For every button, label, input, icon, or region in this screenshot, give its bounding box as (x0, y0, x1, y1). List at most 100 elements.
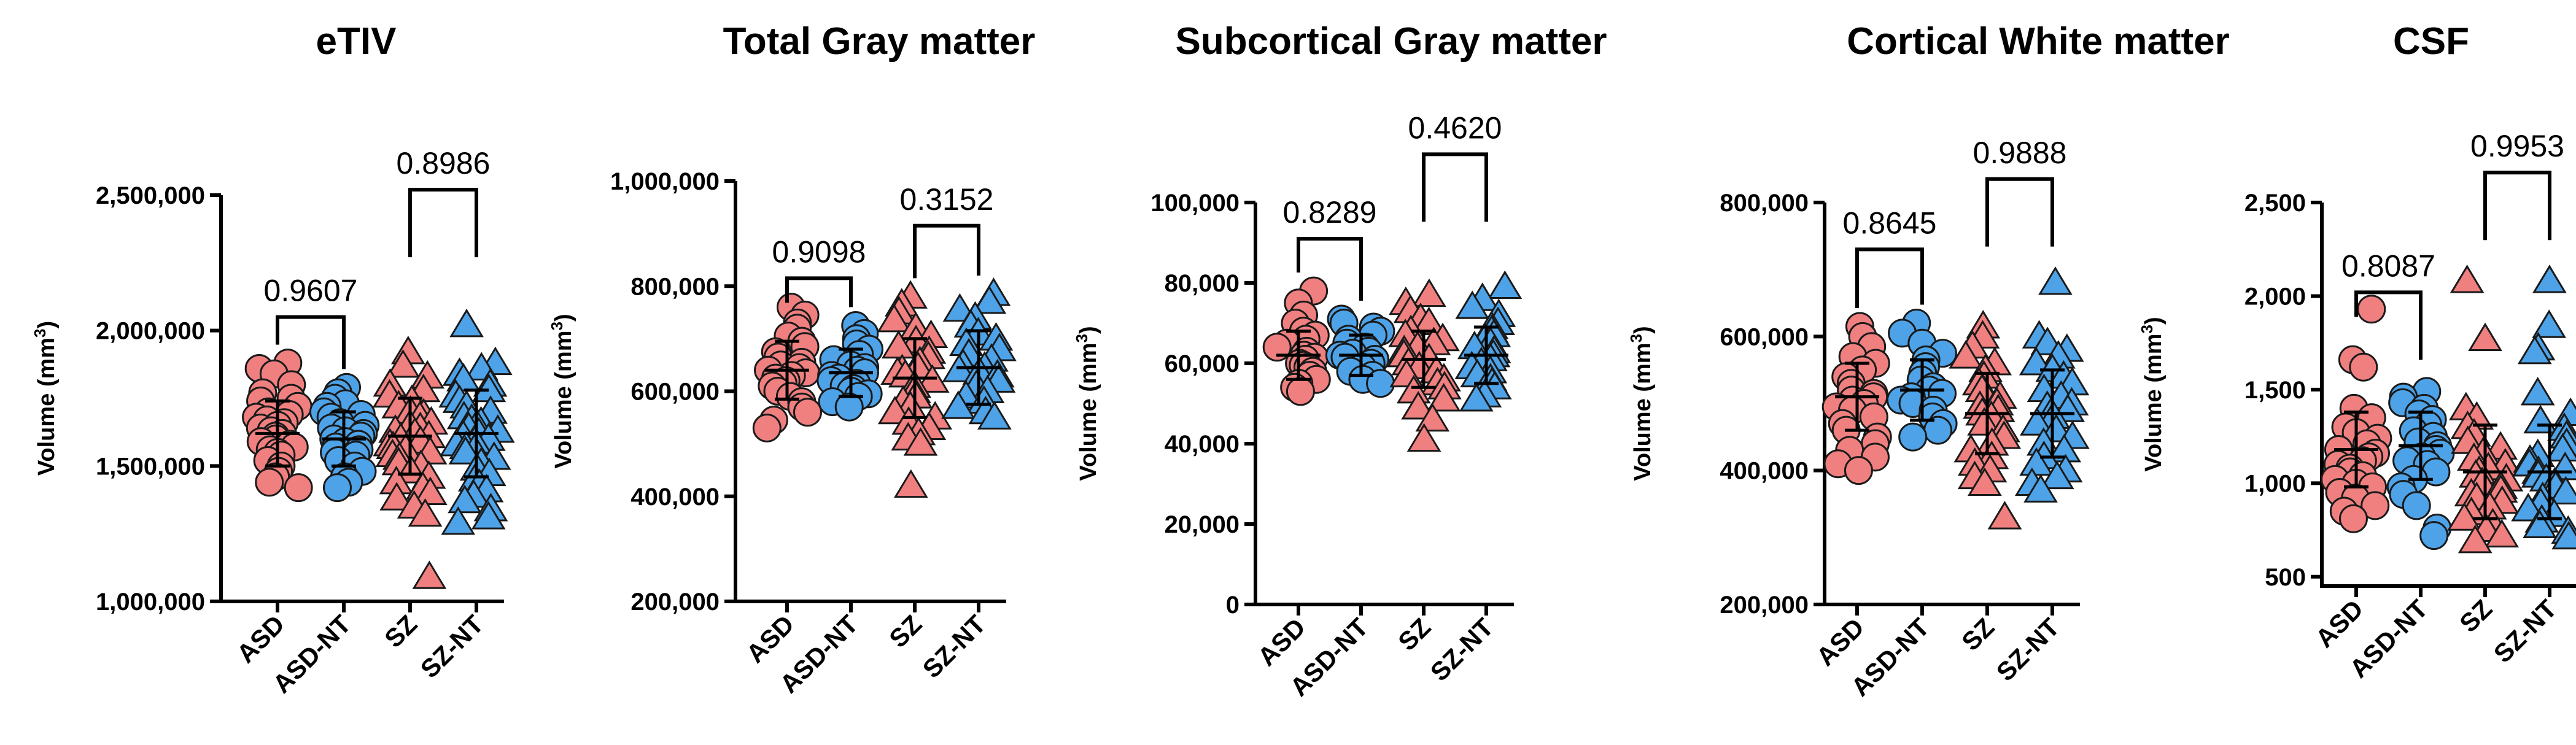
y-axis-label-text: Volume (mm (1076, 342, 1101, 481)
p-value-label: 0.9098 (772, 234, 866, 269)
data-point-asd-nt (2419, 521, 2449, 550)
y-axis-label-superscript: 3 (1627, 334, 1645, 342)
data-point-sz-nt (471, 501, 506, 530)
data-point-sz (1426, 383, 1461, 412)
data-point-sz (881, 330, 916, 359)
data-point-sz-nt (2532, 309, 2567, 338)
data-point-sz-nt (977, 401, 1012, 430)
y-tick-label: 2,500,000 (96, 182, 205, 209)
comparison-bracket (913, 223, 980, 279)
data-point-sz-nt (1459, 383, 1494, 412)
data-point-sz-nt (2532, 264, 2567, 293)
y-axis-label-text: Volume (mm (1630, 342, 1656, 481)
comparison-bracket (2483, 171, 2551, 241)
comparison-bracket (1985, 177, 2054, 247)
p-value-label: 0.8645 (1843, 206, 1937, 240)
data-point-sz-nt (449, 308, 484, 338)
data-point-asd (1844, 456, 1873, 485)
data-point-sz-nt (441, 506, 476, 535)
data-point-asd (255, 468, 284, 497)
data-point-sz-nt (2517, 335, 2552, 365)
data-point-sz (2450, 264, 2485, 293)
data-point-asd (2357, 295, 2386, 324)
data-point-asd (2349, 352, 2378, 382)
y-axis-label: Volume (mm3) (31, 321, 60, 476)
p-value-label: 0.8289 (1283, 195, 1377, 230)
y-tick-label: 500 (2265, 564, 2306, 591)
y-tick-label: 1,000,000 (96, 589, 205, 616)
panel-title: Subcortical Gray matter (1176, 20, 1607, 63)
data-point-sz (877, 303, 912, 333)
y-tick-label: 60,000 (1165, 350, 1240, 377)
data-point-sz (379, 482, 414, 511)
y-axis-label-close: ) (1076, 326, 1101, 334)
data-point-sz (413, 476, 448, 505)
data-point-sz-nt (2520, 377, 2555, 406)
data-point-sz (2447, 502, 2481, 531)
y-axis-label-superscript: 3 (1073, 334, 1091, 342)
data-point-sz-nt (1488, 270, 1523, 299)
y-axis-label-superscript: 3 (31, 328, 49, 337)
x-tick-label: SZ-NT (1425, 612, 1499, 687)
data-point-sz-nt (2551, 520, 2576, 550)
x-tick-label: SZ (1392, 612, 1436, 656)
data-point-sz-nt (941, 390, 976, 419)
y-axis-label: Volume (mm3) (548, 314, 576, 468)
data-point-sz (1406, 423, 1441, 452)
y-tick-label: 400,000 (630, 484, 720, 511)
data-point-sz (408, 498, 443, 527)
p-value-label: 0.3152 (900, 182, 994, 217)
y-axis-label-close: ) (34, 321, 60, 329)
comparison-bracket (785, 276, 853, 307)
y-tick-label: 2,000 (2244, 283, 2306, 310)
x-tick-label: ASD (2310, 594, 2368, 653)
x-tick-label: SZ-NT (415, 609, 489, 684)
y-tick-label: 800,000 (630, 273, 720, 300)
comparison-bracket (276, 315, 346, 369)
data-point-sz-nt (1455, 290, 1490, 319)
y-tick-label: 0 (1226, 592, 1240, 619)
x-tick-label: SZ-NT (917, 609, 991, 684)
y-axis-label-superscript: 3 (2138, 325, 2156, 333)
data-point-asd (284, 473, 313, 503)
y-tick-label: 600,000 (1720, 323, 1809, 350)
p-value-label: 0.4620 (1408, 110, 1502, 145)
y-tick-label: 400,000 (1720, 458, 1809, 485)
y-axis-label: Volume (mm3) (1073, 326, 1101, 481)
y-tick-label: 40,000 (1165, 431, 1240, 458)
y-axis-label-text: Volume (mm (2141, 333, 2167, 471)
data-point-asd (2338, 504, 2368, 533)
data-point-asd (1286, 377, 1315, 406)
data-point-sz-nt (972, 285, 1007, 314)
data-point-sz-nt (448, 436, 483, 465)
data-point-sz (2458, 524, 2493, 554)
x-tick-label: SZ (2454, 594, 2497, 638)
data-point-sz-nt (448, 484, 482, 514)
data-point-sz (386, 349, 421, 378)
p-value-label: 0.8087 (2341, 249, 2435, 283)
y-tick-label: 2,000,000 (96, 318, 205, 345)
data-point-sz (1987, 501, 2022, 530)
y-tick-label: 1,000,000 (610, 168, 720, 195)
data-point-asd (752, 413, 782, 442)
data-point-sz-nt (2038, 266, 2073, 295)
y-tick-label: 200,000 (630, 589, 720, 616)
comparison-bracket (2354, 290, 2423, 360)
data-point-sz (1415, 403, 1450, 432)
p-value-label: 0.9888 (1973, 136, 2067, 170)
data-point-sz (1401, 391, 1436, 420)
data-point-sz (893, 469, 928, 498)
y-axis-label: Volume (mm3) (1627, 326, 1656, 481)
data-point-sz-nt (2548, 476, 2576, 505)
data-point-sz (903, 427, 938, 456)
panel-title: eTIV (316, 20, 397, 63)
y-tick-label: 20,000 (1165, 511, 1240, 538)
y-tick-label: 80,000 (1165, 270, 1240, 297)
data-point-asd (793, 398, 822, 427)
data-point-sz (1967, 467, 2002, 496)
x-tick-label: ASD (1252, 612, 1311, 671)
p-value-label: 0.9607 (264, 274, 358, 308)
p-value-label: 0.9953 (2470, 129, 2564, 163)
data-point-sz-nt (2523, 509, 2557, 538)
